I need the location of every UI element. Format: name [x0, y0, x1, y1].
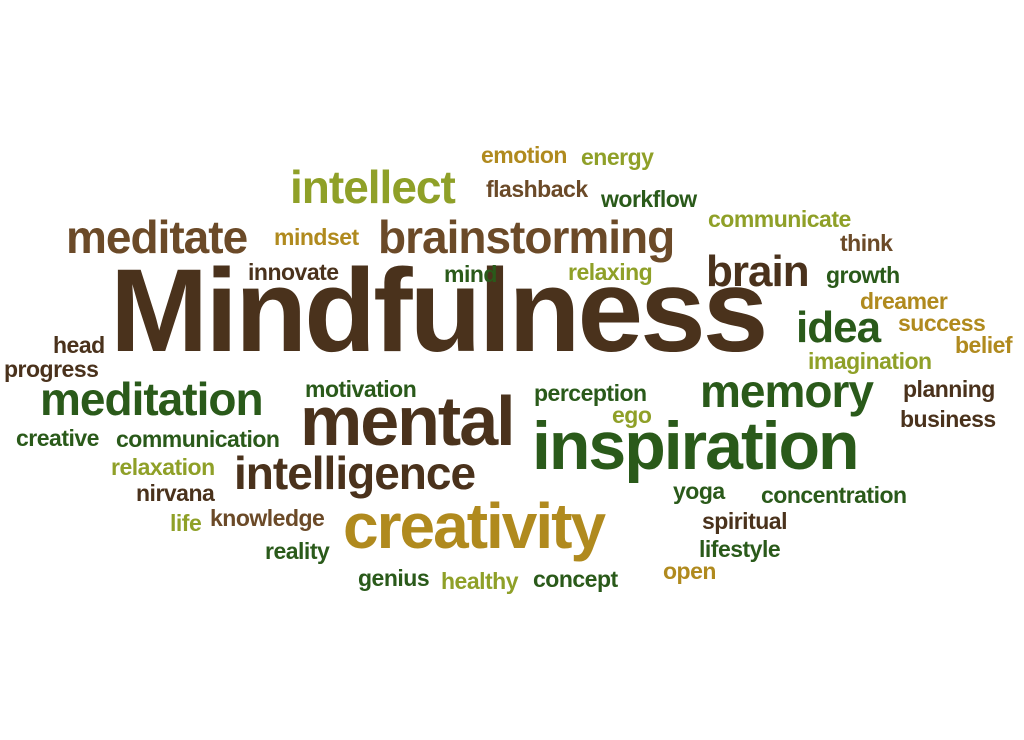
word-communicate: communicate: [708, 206, 851, 232]
word-energy: energy: [581, 144, 654, 170]
word-concentration: concentration: [761, 482, 907, 508]
word-open: open: [663, 558, 716, 584]
word-relaxing: relaxing: [568, 259, 653, 285]
word-planning: planning: [903, 376, 995, 402]
word-intellect: intellect: [290, 161, 456, 213]
word-success: success: [898, 310, 986, 336]
word-brainstorming: brainstorming: [378, 211, 675, 263]
word-relaxation: relaxation: [111, 454, 215, 480]
word-perception: perception: [534, 380, 647, 406]
word-flashback: flashback: [486, 176, 588, 202]
word-mindfulness: Mindfulness: [110, 245, 768, 377]
word-belief: belief: [955, 332, 1013, 358]
word-innovate: innovate: [248, 259, 339, 285]
word-idea: idea: [796, 303, 881, 352]
word-mindset: mindset: [274, 224, 359, 250]
word-communication: communication: [116, 426, 280, 452]
word-head: head: [53, 332, 105, 358]
word-genius: genius: [358, 565, 430, 591]
word-workflow: workflow: [601, 186, 697, 212]
word-inspiration: inspiration: [532, 408, 860, 484]
word-creative: creative: [16, 425, 99, 451]
word-creativity: creativity: [343, 490, 606, 562]
word-memory: memory: [700, 365, 874, 417]
word-mental: mental: [300, 382, 516, 460]
word-dreamer: dreamer: [860, 288, 948, 314]
word-think: think: [840, 230, 893, 256]
word-concept: concept: [533, 566, 618, 592]
word-meditate: meditate: [66, 211, 248, 263]
word-mind: mind: [444, 261, 497, 287]
word-life: life: [170, 510, 202, 536]
word-meditation: meditation: [40, 373, 264, 425]
word-progress: progress: [4, 356, 99, 382]
word-reality: reality: [265, 538, 330, 564]
word-yoga: yoga: [673, 478, 725, 504]
word-emotion: emotion: [481, 142, 567, 168]
word-knowledge: knowledge: [210, 505, 325, 531]
word-healthy: healthy: [441, 568, 519, 594]
word-growth: growth: [826, 262, 900, 288]
word-intelligence: intelligence: [234, 447, 476, 499]
word-business: business: [900, 406, 996, 432]
word-nirvana: nirvana: [136, 480, 215, 506]
word-imagination: imagination: [808, 348, 932, 374]
word-lifestyle: lifestyle: [699, 536, 781, 562]
word-motivation: motivation: [305, 376, 417, 402]
word-spiritual: spiritual: [702, 508, 787, 534]
word-brain: brain: [706, 247, 810, 296]
word-ego: ego: [612, 402, 652, 428]
